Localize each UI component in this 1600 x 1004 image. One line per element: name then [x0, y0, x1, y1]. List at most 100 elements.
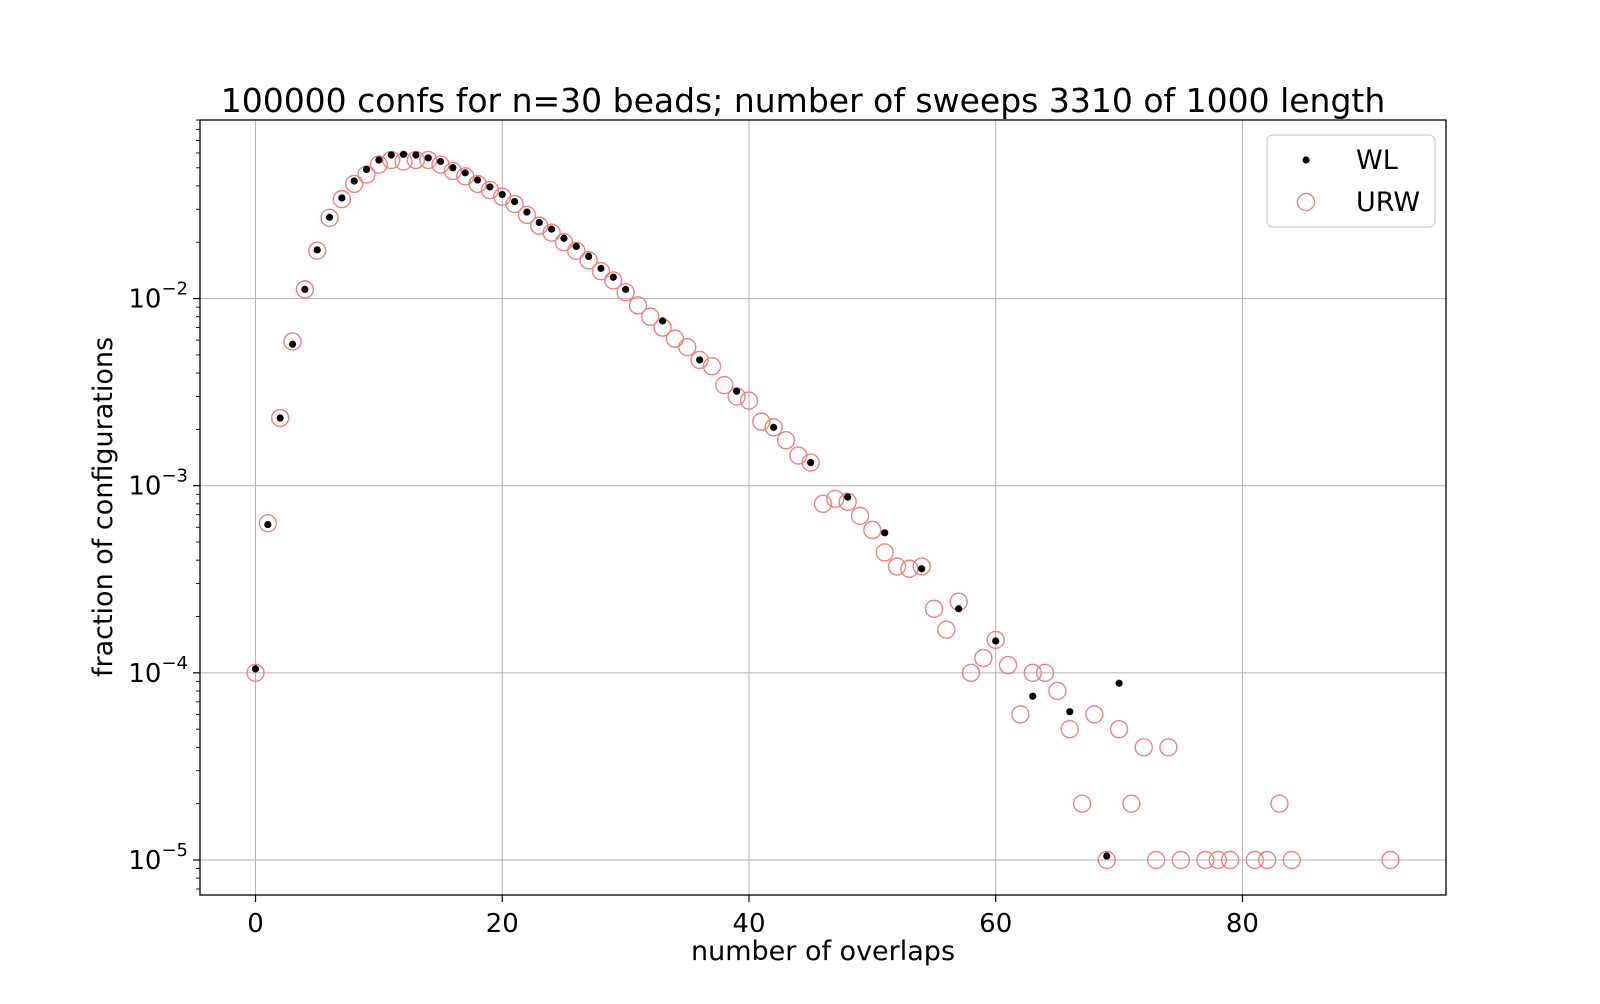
urw-point: [307, 241, 327, 261]
urw-point: [567, 241, 586, 261]
wl-point: [659, 317, 667, 325]
wl-point: [362, 165, 371, 174]
urw-point: [690, 350, 709, 370]
urw-point: [295, 280, 315, 299]
urw-point: [554, 233, 574, 252]
legend-box: [1266, 134, 1436, 228]
wl-point: [1029, 692, 1037, 700]
urw-point: [678, 337, 697, 357]
wl-point: [276, 414, 284, 422]
wl-point: [301, 285, 309, 293]
urw-point: [628, 296, 648, 315]
urw-point: [702, 357, 722, 376]
urw-point: [542, 223, 561, 242]
urw-point: [764, 418, 783, 437]
urw-point: [1257, 850, 1277, 870]
urw-point: [591, 262, 611, 281]
urw-point: [320, 208, 339, 228]
wl-point: [597, 264, 605, 272]
y-tick-label: 10−3: [128, 466, 188, 502]
wl-point: [696, 356, 704, 364]
chart-title: 100000 confs for n=30 beads; number of s…: [221, 81, 1386, 120]
urw-point: [283, 332, 302, 351]
urw-point: [1282, 850, 1301, 870]
wl-point: [733, 387, 741, 395]
wl-point: [609, 273, 617, 281]
wl-point: [622, 285, 630, 293]
urw-point: [937, 620, 956, 639]
urw-point: [838, 492, 857, 512]
urw-point: [616, 283, 635, 302]
wl-point: [844, 493, 852, 501]
wl-point: [510, 197, 519, 206]
urw-point: [332, 189, 352, 209]
urw-point: [974, 648, 993, 668]
legend-label-wl: WL: [1356, 145, 1398, 176]
wl-point: [770, 423, 778, 431]
x-axis-label: number of overlaps: [691, 936, 955, 967]
urw-point: [246, 663, 265, 683]
urw-point: [875, 543, 894, 562]
urw-point: [270, 408, 290, 428]
urw-point: [1097, 850, 1116, 870]
urw-point: [1072, 794, 1092, 813]
y-axis-label: fraction of configurations: [88, 337, 119, 677]
urw-point: [739, 391, 759, 410]
wl-point: [325, 213, 334, 221]
wl-point: [1115, 679, 1123, 687]
wl-point: [424, 154, 432, 162]
x-tick-label: 60: [979, 909, 1012, 939]
wl-point: [992, 637, 1000, 645]
urw-point: [789, 446, 808, 465]
urw-point: [998, 655, 1018, 675]
wl-point: [449, 164, 457, 172]
urw-point: [1381, 850, 1400, 870]
urw-point: [1208, 850, 1227, 870]
legend-marker-wl: [1302, 156, 1310, 164]
wl-point: [375, 156, 383, 164]
urw-point: [1171, 850, 1190, 870]
wl-point: [350, 177, 358, 185]
urw-point: [1109, 719, 1129, 739]
urw-point: [431, 155, 450, 174]
urw-point: [1146, 850, 1166, 870]
wl-point: [918, 565, 926, 573]
axis-ticks: 0 20 40 60 80 10−2 10−3 10−4 10−5: [128, 119, 1259, 939]
y-tick-label: 10−2: [128, 279, 188, 315]
data-points: [246, 150, 1400, 870]
urw-point: [986, 630, 1005, 650]
grid-lines: [200, 120, 1446, 895]
legend-marker-urw: [1296, 192, 1316, 212]
urw-point: [752, 412, 771, 431]
wl-point: [264, 520, 272, 529]
urw-point: [604, 271, 623, 290]
wl-point: [461, 169, 469, 177]
urw-point: [641, 307, 660, 326]
urw-point: [900, 559, 919, 578]
urw-point: [813, 494, 833, 514]
urw-point: [443, 161, 463, 181]
urw-point: [1011, 705, 1030, 724]
urw-point: [505, 194, 524, 214]
wl-point: [338, 194, 346, 202]
x-tick-label: 20: [486, 909, 519, 939]
wl-point: [560, 234, 568, 242]
wl-point: [523, 208, 531, 216]
wl-point: [387, 151, 395, 159]
wl-point: [399, 150, 408, 158]
urw-point: [1196, 850, 1215, 870]
wl-point: [313, 246, 321, 254]
plot-area-frame: [199, 119, 1447, 896]
urw-point: [863, 520, 882, 540]
urw-point: [258, 514, 278, 533]
wl-point: [1066, 708, 1074, 716]
wl-point: [572, 242, 580, 251]
urw-point: [776, 431, 796, 450]
urw-point: [419, 150, 438, 170]
urw-point: [826, 489, 845, 509]
y-tick-label: 10−4: [128, 653, 188, 689]
wl-point: [535, 218, 543, 227]
urw-point: [1060, 719, 1079, 739]
